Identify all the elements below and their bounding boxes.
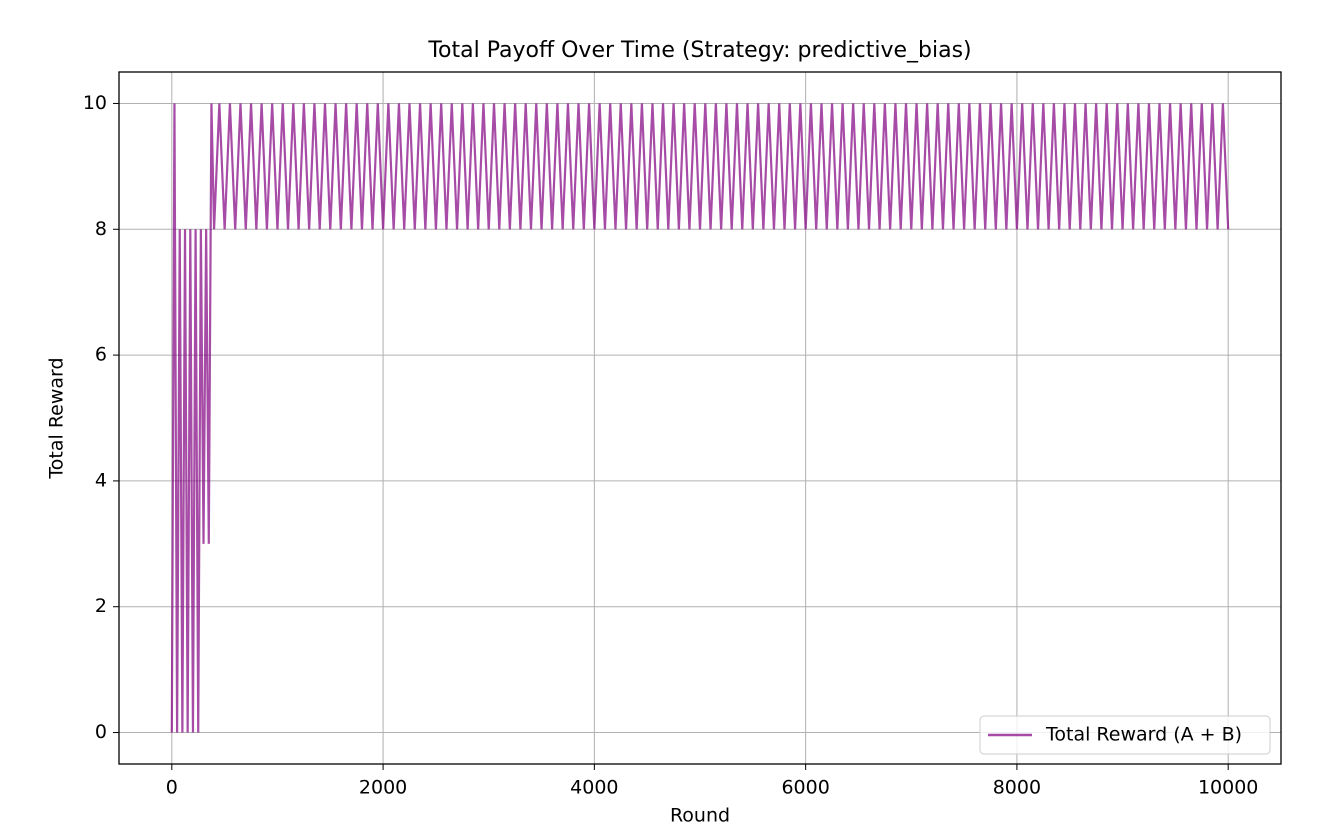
- y-tick-label: 2: [95, 595, 107, 617]
- chart-title: Total Payoff Over Time (Strategy: predic…: [427, 38, 971, 63]
- y-tick-label: 4: [95, 469, 107, 491]
- x-tick-label: 8000: [993, 777, 1041, 799]
- x-tick-label: 2000: [359, 777, 407, 799]
- legend-label: Total Reward (A + B): [1045, 724, 1242, 746]
- x-tick-label: 6000: [781, 777, 829, 799]
- y-tick-label: 0: [95, 721, 107, 743]
- x-tick-label: 10000: [1198, 777, 1258, 799]
- plot-frame: [118, 71, 1282, 765]
- y-axis-label: Total Reward: [46, 357, 68, 479]
- x-tick-label: 4000: [570, 777, 618, 799]
- legend-box: [979, 715, 1271, 755]
- y-tick-label: 10: [83, 92, 107, 114]
- y-tick-label: 6: [95, 344, 107, 366]
- data-line: [170, 103, 1230, 733]
- x-tick-label: 0: [166, 777, 178, 799]
- x-axis-label: Round: [670, 805, 730, 826]
- y-tick-label: 8: [95, 218, 107, 240]
